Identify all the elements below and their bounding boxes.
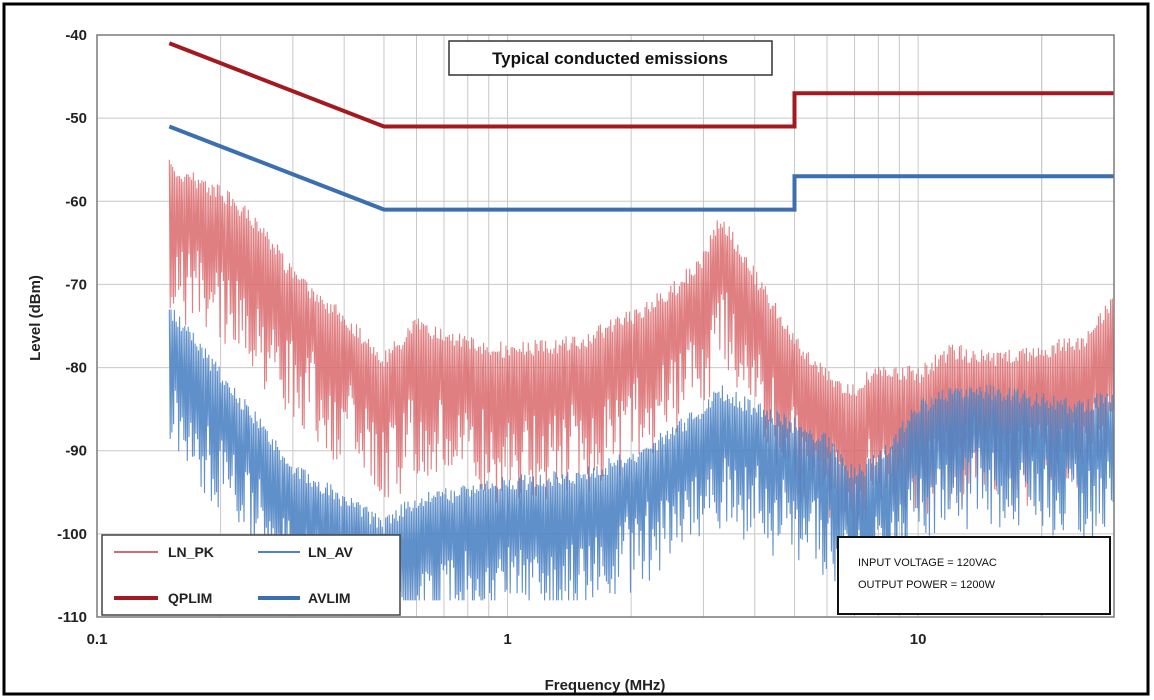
y-tick-label: -70 (65, 276, 87, 293)
legend-label-avlim: AVLIM (308, 590, 351, 606)
series-qplim (168, 41, 1114, 129)
x-tick-label: 1 (503, 631, 511, 648)
y-tick-label: -60 (65, 193, 87, 210)
y-axis-title: Level (dBm) (27, 275, 44, 361)
series-avlim (168, 124, 1114, 212)
x-tick-label: 10 (910, 631, 927, 648)
x-tick-label: 0.1 (87, 631, 108, 648)
y-tick-label: -80 (65, 360, 87, 377)
note-output-power: OUTPUT POWER = 1200W (858, 579, 996, 591)
conditions-note: INPUT VOLTAGE = 120VAC OUTPUT POWER = 12… (837, 536, 1111, 615)
y-tick-label: -40 (65, 27, 87, 44)
y-tick-labels: -40 -50 -60 -70 -80 -90 -100 -110 (57, 27, 87, 626)
plot-border (96, 34, 1115, 618)
x-axis-title: Frequency (MHz) (545, 677, 666, 694)
chart-title-box: Typical conducted emissions (448, 40, 773, 76)
legend: LN_PK LN_AV QPLIM AVLIM (101, 534, 401, 616)
y-tick-label: -100 (57, 526, 87, 543)
legend-label-ln-av: LN_AV (308, 544, 354, 560)
y-tick-label: -50 (65, 110, 87, 127)
legend-label-ln-pk: LN_PK (168, 544, 214, 560)
note-input-voltage: INPUT VOLTAGE = 120VAC (858, 557, 997, 569)
limit-layer (168, 41, 1114, 212)
legend-label-qplim: QPLIM (168, 590, 212, 606)
chart-title: Typical conducted emissions (492, 49, 728, 68)
y-tick-label: -90 (65, 443, 87, 460)
y-tick-label: -110 (58, 609, 87, 626)
x-tick-labels: 0.1 1 10 (87, 631, 927, 648)
